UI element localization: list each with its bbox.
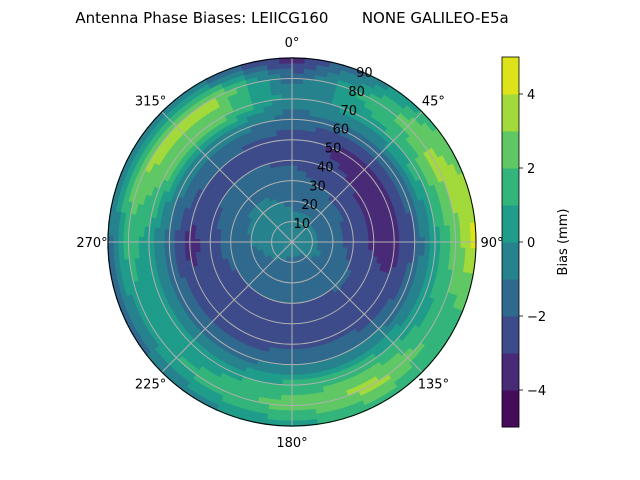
colorbar-band	[502, 131, 519, 169]
colorbar-tick-label: −2	[527, 310, 546, 325]
colorbar-label: Bias (mm)	[556, 209, 571, 276]
contour-cell	[122, 234, 129, 249]
radial-tick-label: 60	[333, 123, 350, 138]
polar-spine	[107, 57, 477, 427]
colorbar-band	[502, 205, 519, 243]
polar-grid	[108, 58, 476, 426]
colorbar-band	[502, 353, 519, 391]
theta-tick-label: 135°	[418, 377, 449, 392]
contour-cell	[112, 234, 119, 249]
colorbar: −4 −2 0 2 4	[501, 56, 546, 428]
chart-title: Antenna Phase Biases: LEIICG160 NONE GAL…	[75, 9, 508, 27]
radial-tick-labels: 10 20 30 40 50 60 70 80 90	[294, 66, 373, 232]
theta-tick-label: 180°	[276, 436, 307, 451]
colorbar-tick-label: 0	[527, 236, 535, 251]
radial-tick-label: 50	[325, 142, 342, 157]
radial-tick-label: 70	[340, 104, 357, 119]
theta-tick-label: 315°	[135, 95, 166, 110]
contour-cell	[278, 57, 294, 64]
contour-cell	[439, 236, 447, 249]
colorbar-band	[502, 57, 519, 95]
angular-gridline	[161, 241, 293, 373]
colorbar-tick-label: 4	[527, 88, 535, 103]
theta-tick-labels: 0° 45° 90° 135° 180° 225° 270° 315°	[76, 36, 503, 451]
colorbar-band	[502, 279, 519, 317]
radial-tick-label: 30	[309, 179, 326, 194]
angular-gridline	[291, 111, 423, 243]
colorbar-band	[502, 94, 519, 132]
contour-cell	[445, 236, 452, 249]
angular-gridline	[161, 111, 293, 243]
contour-cell	[143, 235, 150, 248]
radial-tick-label: 20	[301, 198, 318, 213]
contour-cell	[465, 235, 472, 250]
radial-tick-label: 80	[348, 85, 365, 100]
colorbar-band	[502, 242, 519, 280]
contour-cell	[137, 235, 145, 248]
theta-tick-label: 45°	[422, 95, 445, 110]
contour-cell	[132, 235, 139, 248]
contour-cell	[455, 235, 462, 250]
contour-cell	[460, 235, 467, 250]
angular-gridline	[291, 241, 423, 373]
contour-cell	[434, 236, 441, 249]
colorbar-band	[502, 390, 519, 428]
theta-tick-label: 90°	[480, 236, 503, 251]
radial-tick-label: 40	[317, 160, 334, 175]
colorbar-tick-label: 2	[527, 162, 535, 177]
colorbar-tick-label: −4	[527, 384, 546, 399]
contour-cell	[117, 234, 124, 249]
theta-tick-label: 225°	[135, 377, 166, 392]
theta-tick-label: 270°	[76, 236, 107, 251]
radial-tick-label: 90	[356, 66, 373, 81]
radial-tick-label: 10	[294, 217, 311, 232]
theta-tick-label: 0°	[285, 36, 300, 51]
colorbar-band	[502, 316, 519, 354]
colorbar-band	[502, 168, 519, 206]
